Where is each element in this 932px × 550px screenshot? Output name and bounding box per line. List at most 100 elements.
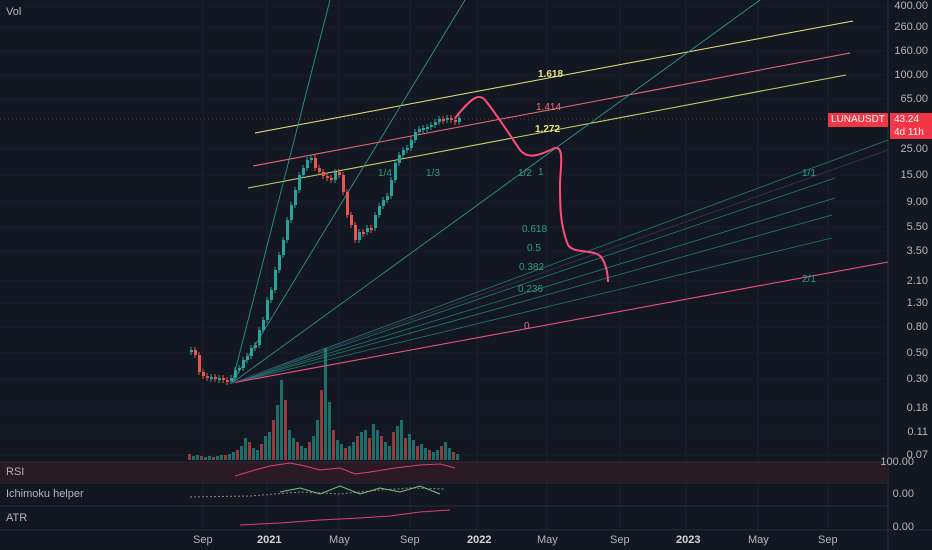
volume-bar xyxy=(368,438,371,460)
candle-body xyxy=(242,360,245,368)
volume-bar xyxy=(432,452,435,460)
volume-bar xyxy=(412,440,415,460)
volume-bar xyxy=(260,444,263,460)
atr-label: ATR xyxy=(6,512,28,524)
price-tick: 100.00 xyxy=(894,69,928,81)
candle-body xyxy=(334,172,337,180)
atr-value: 0.00 xyxy=(892,521,914,533)
volume-bar xyxy=(208,456,211,460)
fan-ratio-label: 1/2 xyxy=(518,168,532,179)
time-tick: May xyxy=(537,534,558,546)
candle-body xyxy=(350,215,353,225)
candle-body xyxy=(414,132,417,140)
candle-body xyxy=(374,215,377,228)
volume-bar xyxy=(320,390,323,460)
candle-body xyxy=(366,228,369,232)
price-axis[interactable]: 400.00 260.00 160.00 100.00 65.00 25.00 15.00 9… xyxy=(888,0,932,550)
time-tick: May xyxy=(748,534,769,546)
volume-bar xyxy=(364,430,367,460)
volume-bar xyxy=(436,450,439,460)
candle-body xyxy=(254,345,257,348)
candle-body xyxy=(238,368,241,370)
fib-level-label: 1.272 xyxy=(535,124,561,135)
volume-bar xyxy=(392,432,395,460)
candle-body xyxy=(398,155,401,163)
projection-curve xyxy=(454,95,609,283)
volume-bar xyxy=(272,420,275,460)
volume-bar xyxy=(328,402,331,460)
candle-body xyxy=(410,140,413,148)
candle-body xyxy=(326,176,329,178)
time-tick: Sep xyxy=(400,534,420,546)
price-tick: 0.07 xyxy=(906,449,928,461)
volume-bar xyxy=(268,432,271,460)
candle-body xyxy=(402,150,405,155)
price-tick: 9.00 xyxy=(906,196,928,208)
candle-body xyxy=(258,330,261,345)
candle-body xyxy=(234,370,237,378)
candlesticks xyxy=(190,115,461,385)
vol-label: Vol xyxy=(6,6,22,18)
price-tick: 0.11 xyxy=(907,426,928,438)
fan-ratio-label: 1/4 xyxy=(378,168,392,179)
fib-level-label: 1.618 xyxy=(538,69,564,80)
fib-overlays xyxy=(231,0,889,384)
volume-bar xyxy=(200,456,203,460)
fib-level-label: 0.5 xyxy=(527,243,541,254)
candle-body xyxy=(318,168,321,172)
volume-bar xyxy=(284,400,287,460)
candle-body xyxy=(270,290,273,300)
last-price-badge: 43.24 4d 11h xyxy=(890,113,932,139)
volume-bar xyxy=(292,438,295,460)
atr-line xyxy=(239,509,451,526)
volume-bar xyxy=(228,454,231,460)
candle-body xyxy=(250,348,253,356)
rsi-label: RSI xyxy=(6,466,25,478)
candle-body xyxy=(358,232,361,240)
candle-body xyxy=(222,378,225,380)
candle-body xyxy=(278,255,281,270)
ichimoku-line xyxy=(189,487,446,498)
volume-bar xyxy=(312,436,315,460)
price-tick: 3.50 xyxy=(906,245,928,257)
candle-body xyxy=(294,190,297,205)
candle-body xyxy=(390,180,393,196)
candle-body xyxy=(458,118,461,122)
volume-bar xyxy=(332,430,335,460)
price-tick: 260.00 xyxy=(894,21,928,33)
candle-body xyxy=(302,168,305,175)
candle-body xyxy=(354,225,357,240)
candle-body xyxy=(378,206,381,215)
volume-bar xyxy=(244,438,247,460)
volume-bar xyxy=(456,454,459,460)
volume-bar xyxy=(240,446,243,460)
volume-bar xyxy=(356,436,359,460)
volume-bar xyxy=(348,446,351,460)
fan-line xyxy=(231,139,889,384)
candle-body xyxy=(386,196,389,200)
volume-bar xyxy=(280,380,283,460)
volume-bar xyxy=(192,456,195,460)
volume-bar xyxy=(248,442,251,460)
volume-bar xyxy=(264,436,267,460)
fan-line xyxy=(231,149,889,384)
last-price: 43.24 xyxy=(894,114,920,125)
fib-level-label: 1 xyxy=(538,167,544,178)
candle-body xyxy=(190,350,193,352)
candle-body xyxy=(382,200,385,206)
candle-body xyxy=(454,120,457,122)
candle-body xyxy=(322,172,325,176)
volume-bar xyxy=(388,446,391,460)
candle-body xyxy=(338,172,341,175)
volume-bar xyxy=(344,448,347,460)
volume-bar xyxy=(396,426,399,460)
candle-body xyxy=(450,118,453,120)
volume-bar xyxy=(300,446,303,460)
time-tick: Sep xyxy=(818,534,838,546)
volume-bar xyxy=(400,420,403,460)
volume-bar xyxy=(296,442,299,460)
rsi-panel-bg xyxy=(0,462,888,482)
volume-bar xyxy=(384,442,387,460)
volume-bar xyxy=(444,442,447,460)
